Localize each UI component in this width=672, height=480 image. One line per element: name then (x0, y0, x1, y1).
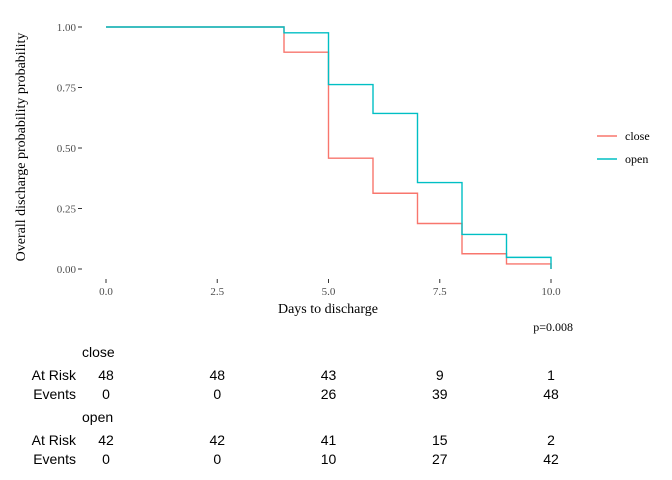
risk-cell: 48 (543, 386, 559, 402)
y-tick-label: 0.50 (57, 143, 77, 155)
legend-label-close: close (625, 129, 650, 143)
series-line-close (106, 26, 552, 269)
risk-row-label: At Risk (32, 432, 77, 448)
y-tick-label: 0.75 (57, 83, 77, 95)
risk-cell: 0 (213, 386, 221, 402)
risk-table: close At Risk 48 48 43 9 1 Events 0 0 26 39 48 open At… (32, 344, 559, 467)
x-tick-label: 7.5 (433, 286, 447, 298)
risk-cell: 26 (321, 386, 337, 402)
y-axis-title: Overall discharge probability probabilit… (14, 33, 29, 262)
y-tick-label: 1.00 (57, 22, 77, 34)
risk-cell: 0 (102, 386, 110, 402)
x-tick-label: 0.0 (99, 286, 113, 298)
risk-cell: 39 (432, 386, 448, 402)
risk-cell: 10 (321, 451, 337, 467)
legend: close open (597, 129, 650, 166)
y-tick-label: 0.25 (57, 204, 77, 216)
risk-cell: 48 (98, 367, 114, 383)
x-tick-label: 10.0 (541, 286, 561, 298)
risk-group-title-open: open (82, 409, 113, 425)
risk-cell: 15 (432, 432, 448, 448)
plot-area (106, 26, 552, 269)
risk-row-label: At Risk (32, 367, 77, 383)
risk-cell: 43 (321, 367, 337, 383)
legend-label-open: open (625, 152, 648, 166)
x-tick-label: 2.5 (210, 286, 224, 298)
risk-cell: 0 (102, 451, 110, 467)
risk-row-label: Events (33, 386, 76, 402)
risk-cell: 48 (209, 367, 225, 383)
y-axis: 0.00 0.25 0.50 0.75 1.00 (57, 22, 82, 276)
risk-cell: 41 (321, 432, 337, 448)
risk-cell: 9 (436, 367, 444, 383)
risk-cell: 0 (213, 451, 221, 467)
risk-cell: 2 (547, 432, 555, 448)
y-tick-label: 0.00 (57, 264, 77, 276)
risk-cell: 27 (432, 451, 448, 467)
risk-cell: 1 (547, 367, 555, 383)
risk-cell: 42 (98, 432, 114, 448)
series-line-open (106, 26, 552, 269)
p-value-label: p=0.008 (533, 320, 573, 334)
risk-group-title-close: close (82, 344, 115, 360)
risk-cell: 42 (543, 451, 559, 467)
risk-cell: 42 (209, 432, 225, 448)
risk-row-label: Events (33, 451, 76, 467)
x-axis: 0.0 2.5 5.0 7.5 10.0 (99, 279, 561, 298)
x-axis-title: Days to discharge (278, 302, 378, 317)
x-tick-label: 5.0 (322, 286, 336, 298)
